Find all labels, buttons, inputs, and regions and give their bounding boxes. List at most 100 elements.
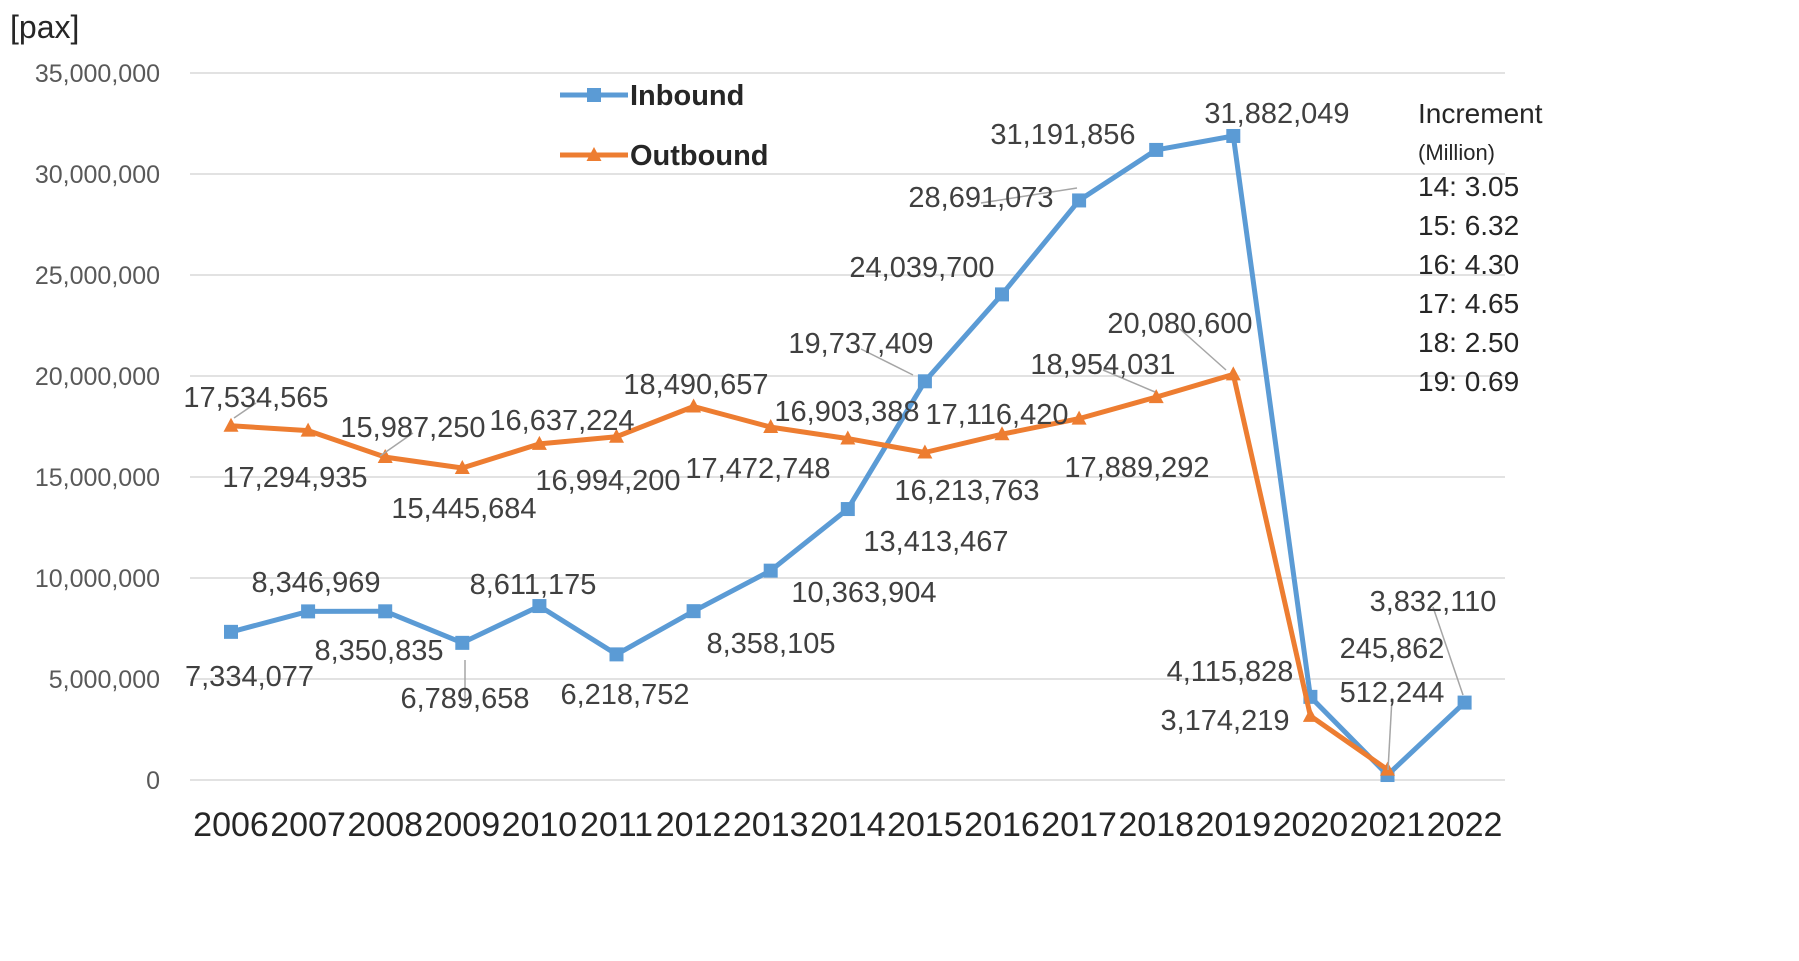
inbound-data-label: 31,191,856 bbox=[990, 119, 1135, 151]
note-line: 17: 4.65 bbox=[1418, 288, 1519, 319]
inbound-data-label: 28,691,073 bbox=[908, 182, 1053, 214]
outbound-data-label: 16,903,388 bbox=[774, 396, 919, 428]
outbound-leader-line bbox=[233, 402, 257, 419]
legend: Inbound Outbound bbox=[560, 80, 769, 172]
inbound-data-label: 4,115,828 bbox=[1167, 656, 1294, 688]
y-tick-label: 30,000,000 bbox=[35, 161, 160, 189]
data-point bbox=[377, 449, 393, 464]
y-axis-unit-label: [pax] bbox=[10, 9, 79, 45]
inbound-data-label: 24,039,700 bbox=[849, 252, 994, 284]
legend-marker bbox=[586, 147, 602, 161]
x-tick-label: 2013 bbox=[733, 806, 809, 844]
data-point bbox=[301, 604, 316, 619]
outbound-data-label: 17,534,565 bbox=[183, 382, 328, 414]
y-tick-label: 10,000,000 bbox=[35, 565, 160, 593]
x-tick-label: 2008 bbox=[347, 806, 423, 844]
y-tick-label: 5,000,000 bbox=[49, 666, 160, 694]
data-point bbox=[917, 374, 932, 389]
inbound-data-label: 8,346,969 bbox=[251, 567, 380, 599]
data-point bbox=[454, 459, 470, 474]
data-point bbox=[1457, 695, 1472, 710]
gridlines bbox=[190, 72, 1505, 781]
inbound-data-label: 245,862 bbox=[1340, 633, 1445, 665]
outbound-data-label: 17,472,748 bbox=[685, 453, 830, 485]
inbound-data-label: 10,363,904 bbox=[791, 577, 936, 609]
x-tick-label: 2014 bbox=[810, 806, 886, 844]
outbound-leader-line bbox=[1387, 697, 1393, 771]
outbound-leader-line bbox=[1179, 328, 1227, 371]
x-tick-label: 2020 bbox=[1273, 806, 1349, 844]
inbound-series bbox=[224, 128, 1472, 783]
series-line bbox=[230, 371, 1389, 772]
note-line: 15: 6.32 bbox=[1418, 210, 1519, 241]
data-point bbox=[995, 287, 1009, 302]
x-tick-label: 2011 bbox=[580, 806, 653, 844]
x-tick-label: 2012 bbox=[656, 806, 732, 844]
inbound-leader-line bbox=[1432, 606, 1464, 696]
note-line: 19: 0.69 bbox=[1418, 366, 1519, 397]
data-point bbox=[917, 444, 933, 459]
data-labels: 7,334,077 8,346,969 8,350,835 6,789,658 8,61… bbox=[183, 98, 1496, 771]
inbound-data-label: 31,882,049 bbox=[1204, 98, 1349, 130]
outbound-data-label: 17,889,292 bbox=[1064, 452, 1209, 484]
inbound-leader-line bbox=[980, 187, 1078, 204]
inbound-data-label: 13,413,467 bbox=[863, 526, 1008, 558]
data-point bbox=[609, 428, 624, 443]
inbound-data-label: 7,334,077 bbox=[185, 661, 314, 693]
data-point bbox=[1148, 389, 1164, 404]
data-point bbox=[224, 624, 238, 639]
note-title: Increment bbox=[1418, 98, 1543, 129]
inbound-data-label: 8,611,175 bbox=[470, 569, 597, 601]
y-tick-label: 20,000,000 bbox=[35, 363, 160, 391]
legend-item: Outbound bbox=[560, 140, 769, 172]
outbound-data-label: 3,174,219 bbox=[1160, 705, 1289, 737]
outbound-leader-line bbox=[1102, 369, 1156, 393]
data-point bbox=[840, 502, 855, 517]
outbound-data-label: 18,954,031 bbox=[1030, 349, 1175, 381]
outbound-leader-line bbox=[379, 432, 414, 457]
data-point bbox=[1226, 128, 1241, 143]
data-point bbox=[609, 647, 624, 662]
note-line: 16: 4.30 bbox=[1418, 249, 1519, 280]
x-tick-label: 2007 bbox=[270, 806, 346, 844]
note-line: 18: 2.50 bbox=[1418, 327, 1519, 358]
outbound-data-label: 16,994,200 bbox=[535, 465, 680, 497]
x-tick-label: 2019 bbox=[1195, 806, 1271, 844]
data-point bbox=[1071, 410, 1087, 425]
data-point bbox=[223, 417, 239, 432]
x-tick-label: 2015 bbox=[887, 806, 963, 844]
note-line: 14: 3.05 bbox=[1418, 171, 1519, 202]
outbound-data-label: 20,080,600 bbox=[1107, 308, 1252, 340]
y-tick-label: 35,000,000 bbox=[35, 60, 160, 88]
legend-label: Inbound bbox=[630, 80, 744, 112]
outbound-data-label: 18,490,657 bbox=[623, 369, 768, 401]
inbound-data-label: 8,358,105 bbox=[706, 628, 835, 660]
data-point bbox=[378, 604, 393, 619]
data-point bbox=[686, 398, 702, 413]
inbound-data-label: 6,218,752 bbox=[560, 679, 689, 711]
data-point bbox=[840, 430, 856, 445]
outbound-data-label: 16,637,224 bbox=[489, 405, 634, 437]
x-tick-label: 2006 bbox=[193, 806, 269, 844]
increment-note: Increment (Million) 14: 3.05 15: 6.32 16: 4.… bbox=[1418, 98, 1543, 397]
outbound-data-label: 512,244 bbox=[1340, 677, 1445, 709]
y-tick-label: 15,000,000 bbox=[35, 464, 160, 492]
inbound-data-label: 6,789,658 bbox=[400, 683, 529, 715]
data-point bbox=[455, 635, 470, 650]
x-tick-label: 2010 bbox=[502, 806, 578, 844]
y-axis-ticks: 0 5,000,000 10,000,000 15,000,000 20,000,000… bbox=[35, 60, 160, 795]
outbound-data-label: 16,213,763 bbox=[894, 475, 1039, 507]
data-point bbox=[763, 563, 778, 578]
x-tick-label: 2016 bbox=[964, 806, 1040, 844]
outbound-data-label: 17,116,420 bbox=[926, 399, 1069, 431]
legend-label: Outbound bbox=[630, 140, 769, 172]
data-point bbox=[1072, 193, 1087, 208]
x-tick-label: 2009 bbox=[424, 806, 500, 844]
outbound-data-label: 17,294,935 bbox=[222, 462, 367, 494]
inbound-data-label: 19,737,409 bbox=[788, 328, 933, 360]
data-point bbox=[300, 422, 316, 437]
data-point bbox=[1149, 142, 1164, 157]
data-point bbox=[763, 419, 779, 434]
y-tick-label: 25,000,000 bbox=[35, 262, 160, 290]
